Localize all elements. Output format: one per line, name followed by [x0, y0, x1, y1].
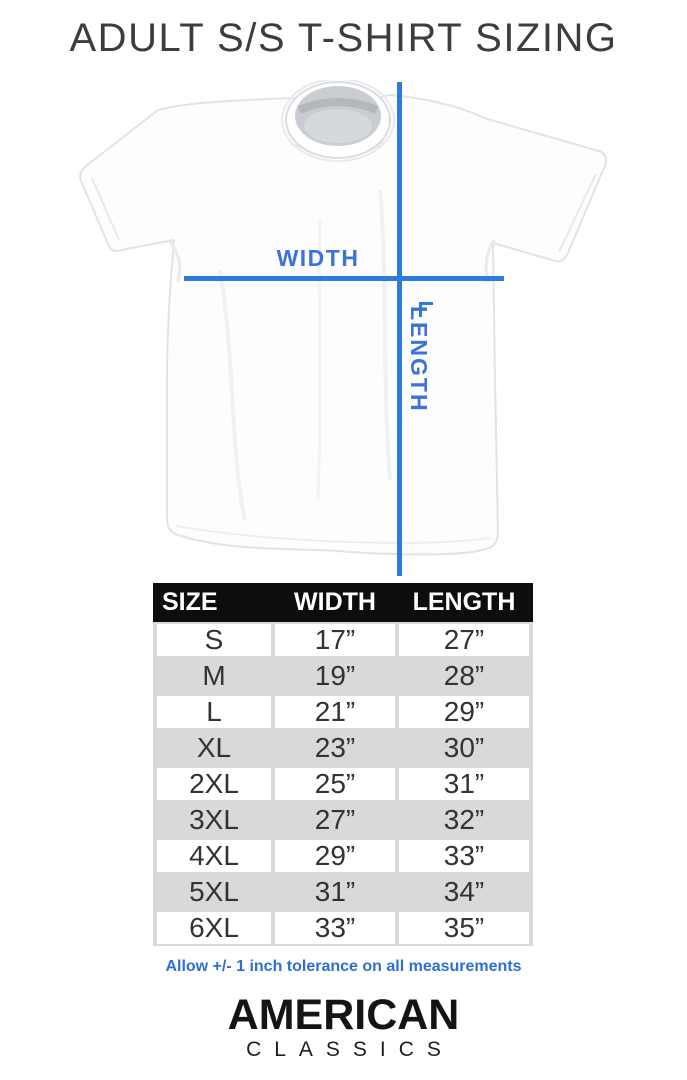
- table-row: 6XL 33” 35”: [153, 910, 533, 946]
- length-value: 27”: [399, 624, 529, 656]
- length-value: 29”: [399, 696, 529, 728]
- column-header-width: WIDTH: [294, 588, 376, 616]
- size-value: M: [202, 660, 226, 691]
- length-value: 32”: [443, 804, 485, 835]
- length-value: 31”: [399, 768, 529, 800]
- crease: [168, 241, 182, 283]
- tshirt-body: [79, 94, 608, 556]
- page-title: ADULT S/S T-SHIRT SIZING: [69, 16, 618, 60]
- length-value: 30”: [443, 732, 485, 763]
- size-value: 6XL: [157, 912, 271, 944]
- width-measure-line: [184, 276, 504, 281]
- size-table: SIZE WIDTH LENGTH S 17” 27” M 19” 28” L …: [153, 583, 533, 946]
- width-value: 27”: [314, 804, 356, 835]
- size-value: 5XL: [189, 876, 239, 907]
- left-cuff-seam: [91, 177, 120, 241]
- column-header-length: LENGTH: [412, 588, 516, 616]
- size-value: 3XL: [189, 804, 239, 835]
- length-value: 28”: [443, 660, 485, 691]
- width-value: 31”: [314, 876, 356, 907]
- size-value: 2XL: [157, 768, 271, 800]
- table-row: M 19” 28”: [153, 658, 533, 694]
- length-value: 33”: [399, 840, 529, 872]
- tolerance-note: Allow +/- 1 inch tolerance on all measur…: [165, 958, 522, 975]
- shirt-diagram: WIDTH LENGTH: [0, 80, 687, 580]
- length-value: 35”: [399, 912, 529, 944]
- length-value: 34”: [443, 876, 485, 907]
- width-value: 33”: [275, 912, 395, 944]
- collar-inner-highlight: [304, 109, 372, 143]
- brand-name-american: AMERICAN: [227, 991, 460, 1039]
- collar-outer-seam: [281, 80, 395, 162]
- hem-seam: [175, 525, 491, 544]
- table-row: 3XL 27” 32”: [153, 802, 533, 838]
- column-header-size: SIZE: [162, 588, 218, 616]
- collar-inner-shadow: [297, 98, 379, 114]
- right-angle-mark: [419, 302, 433, 317]
- table-row: 5XL 31” 34”: [153, 874, 533, 910]
- length-label: LENGTH: [406, 306, 432, 413]
- table-row: 2XL 25” 31”: [153, 766, 533, 802]
- table-header-row: SIZE WIDTH LENGTH: [153, 583, 533, 622]
- brand-logo: AMERICAN CLASSICS: [0, 994, 687, 1062]
- crease: [218, 269, 247, 521]
- table-row: L 21” 29”: [153, 694, 533, 730]
- size-value: S: [157, 624, 271, 656]
- tshirt-photo: [79, 80, 608, 556]
- right-cuff-seam: [558, 173, 597, 253]
- width-label: WIDTH: [276, 245, 360, 271]
- table-row: S 17” 27”: [153, 622, 533, 658]
- table-row: XL 23” 30”: [153, 730, 533, 766]
- width-value: 23”: [314, 732, 356, 763]
- table-row: 4XL 29” 33”: [153, 838, 533, 874]
- brand-name-classics: CLASSICS: [246, 1038, 454, 1061]
- crease: [316, 219, 322, 501]
- width-value: 25”: [275, 768, 395, 800]
- width-value: 17”: [275, 624, 395, 656]
- width-value: 21”: [275, 696, 395, 728]
- crease: [378, 189, 392, 481]
- size-value: XL: [196, 732, 232, 763]
- length-measure-line: [397, 82, 402, 576]
- size-value: 4XL: [157, 840, 271, 872]
- size-value: L: [157, 696, 271, 728]
- width-value: 29”: [275, 840, 395, 872]
- width-value: 19”: [314, 660, 356, 691]
